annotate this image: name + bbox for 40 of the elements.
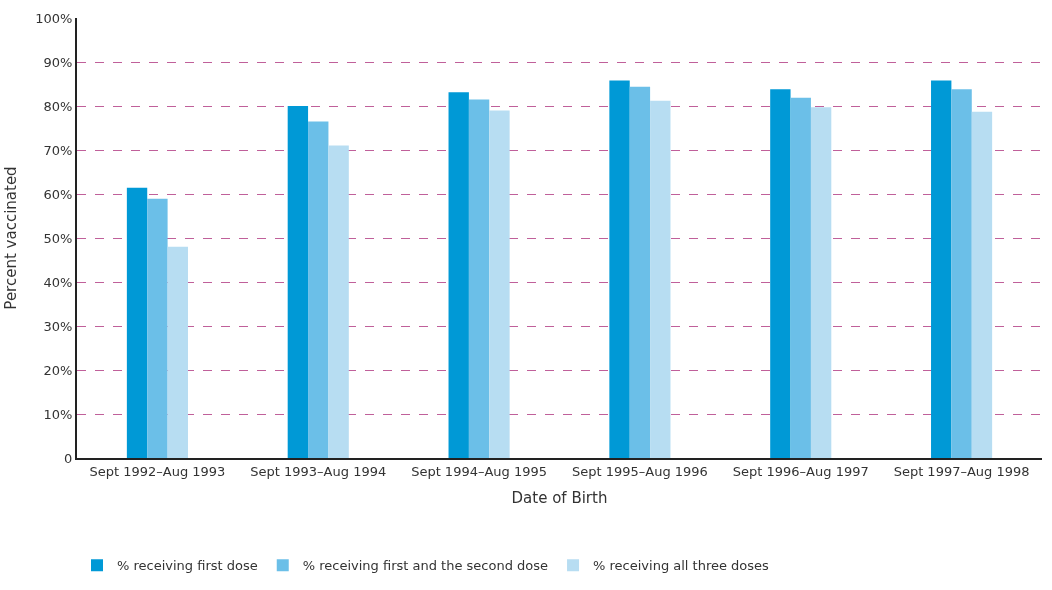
bar	[951, 89, 972, 458]
y-tick-label: 100%	[35, 10, 73, 26]
y-tick-label: 30%	[43, 318, 73, 334]
bar	[609, 80, 630, 458]
y-axis-title: Percent vaccinated	[1, 166, 20, 310]
y-tick-label: 60%	[43, 186, 73, 202]
x-tick-label: Sept 1997–Aug 1998	[893, 463, 1030, 479]
bar	[167, 246, 188, 458]
y-tick-label: 50%	[43, 230, 73, 246]
bar	[147, 198, 168, 458]
y-tick-label: 80%	[43, 98, 73, 114]
bar	[931, 80, 952, 458]
y-tick-label: 40%	[43, 274, 73, 290]
bar	[650, 100, 671, 458]
bar	[308, 121, 329, 458]
legend-label: % receiving first and the second dose	[302, 558, 549, 574]
bar	[468, 99, 490, 458]
legend-label: % receiving all three doses	[593, 558, 770, 574]
bar	[448, 92, 469, 458]
bar	[790, 97, 811, 458]
bar	[126, 187, 148, 458]
bar	[328, 145, 349, 458]
bar	[489, 110, 510, 458]
x-tick-label: Sept 1994–Aug 1995	[411, 463, 548, 479]
x-tick-label: Sept 1996–Aug 1997	[732, 463, 869, 479]
bar	[810, 107, 832, 458]
y-tick-label: 20%	[43, 362, 73, 378]
bar	[770, 89, 791, 458]
bar	[287, 106, 309, 458]
bar	[971, 111, 993, 458]
x-tick-label: Sept 1993–Aug 1994	[250, 463, 387, 479]
y-tick-label: 10%	[43, 406, 73, 422]
y-tick-label: 0	[64, 450, 73, 466]
y-tick-label: 90%	[43, 54, 73, 70]
x-tick-label: Sept 1995–Aug 1996	[571, 463, 708, 479]
bar	[629, 86, 651, 458]
x-tick-label: Sept 1992–Aug 1993	[89, 463, 226, 479]
y-tick-label: 70%	[43, 142, 73, 158]
legend-label: % receiving first dose	[117, 558, 258, 574]
x-axis-title: Date of Birth	[511, 489, 608, 508]
